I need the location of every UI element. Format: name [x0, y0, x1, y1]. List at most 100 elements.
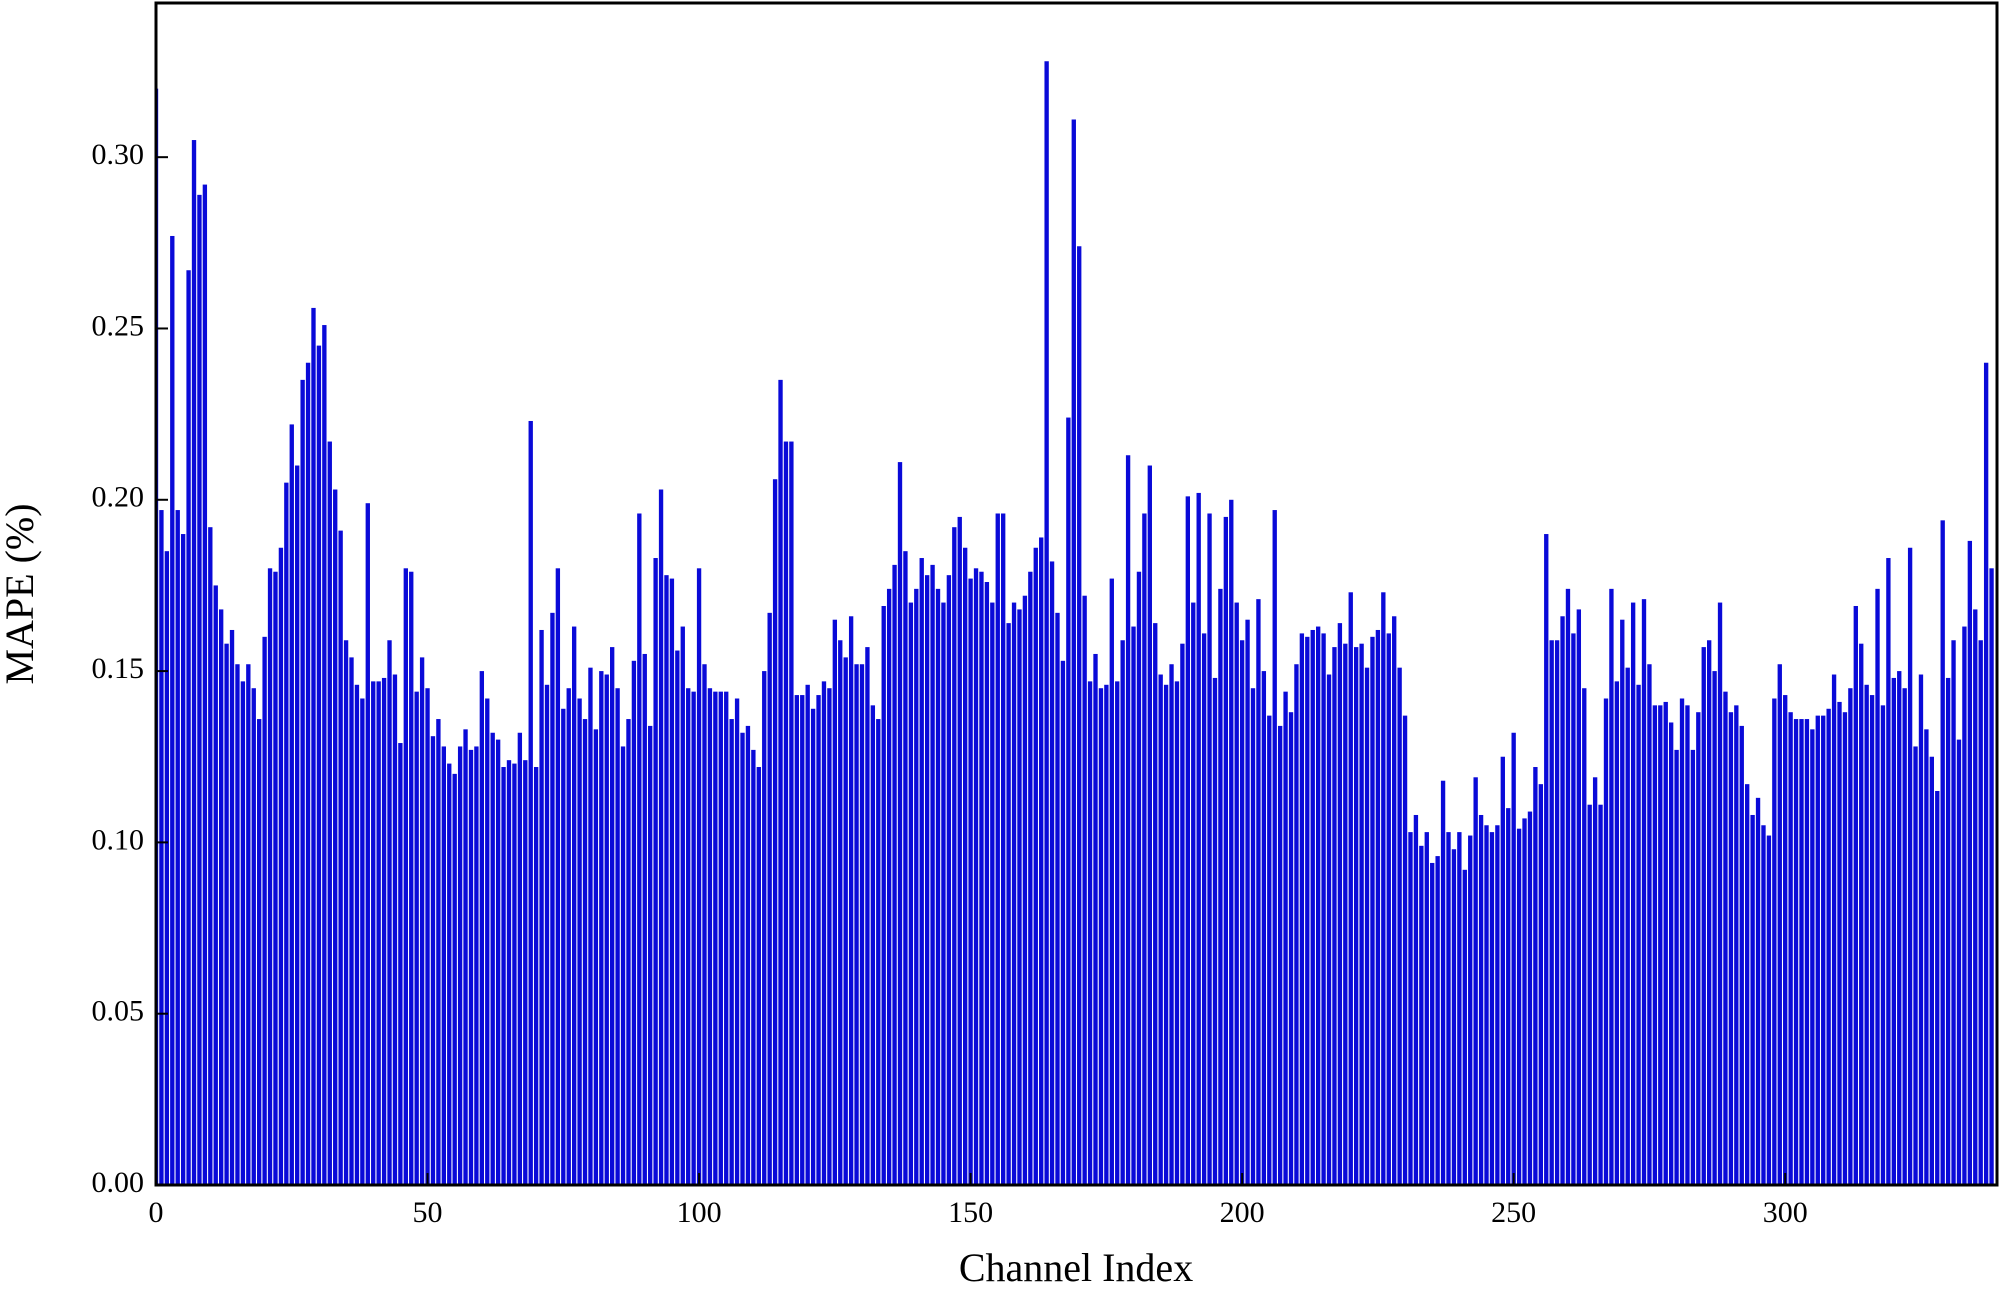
bar	[1288, 712, 1294, 1185]
bar	[805, 684, 810, 1185]
bar	[1538, 784, 1543, 1185]
bar	[213, 585, 218, 1185]
bar	[311, 307, 316, 1185]
bar	[691, 691, 696, 1185]
bar	[539, 629, 544, 1185]
bar	[751, 749, 756, 1185]
bar	[322, 325, 327, 1185]
bar	[1956, 739, 1962, 1185]
bar	[664, 575, 669, 1185]
bar	[838, 640, 843, 1185]
bar	[756, 767, 761, 1185]
bar	[1658, 705, 1663, 1185]
bar	[1886, 558, 1891, 1185]
bar	[1315, 626, 1321, 1185]
bar	[1381, 592, 1386, 1185]
bar	[1239, 640, 1245, 1185]
bar	[1196, 492, 1201, 1185]
bar	[512, 763, 517, 1185]
bar	[615, 688, 620, 1185]
bar	[1305, 636, 1310, 1185]
bar	[381, 677, 387, 1185]
bar	[740, 732, 745, 1185]
bar	[544, 684, 550, 1185]
bar	[658, 489, 664, 1185]
bar	[1603, 698, 1609, 1185]
bar	[1717, 602, 1723, 1185]
bar	[571, 626, 577, 1185]
bar	[1039, 537, 1044, 1185]
bar	[1674, 749, 1679, 1185]
bar	[1283, 691, 1288, 1185]
bar	[848, 616, 854, 1185]
bar	[1473, 777, 1478, 1185]
bar	[528, 420, 533, 1185]
bar	[930, 564, 935, 1185]
bar	[327, 441, 332, 1185]
bar	[637, 513, 642, 1185]
bar	[1142, 513, 1147, 1185]
bar	[1104, 684, 1109, 1185]
bar	[1120, 640, 1125, 1185]
bar	[1049, 561, 1055, 1185]
bar	[648, 725, 653, 1185]
y-tick-label: 0.20	[92, 481, 145, 514]
bar	[1842, 712, 1848, 1185]
bar	[962, 547, 968, 1185]
bar	[191, 140, 197, 1185]
bar	[1880, 705, 1886, 1185]
bar	[1044, 61, 1049, 1185]
bar	[1891, 677, 1896, 1185]
bar	[1098, 688, 1104, 1185]
bar	[734, 698, 740, 1185]
x-tick-label: 150	[948, 1196, 993, 1229]
y-tick-label: 0.30	[92, 138, 145, 171]
bar-group	[156, 61, 1994, 1185]
x-tick-label: 50	[413, 1196, 443, 1229]
bar	[1435, 856, 1440, 1185]
bar	[1587, 804, 1592, 1185]
bar	[919, 558, 924, 1185]
bar	[870, 705, 876, 1185]
bar	[1935, 791, 1940, 1185]
bar	[1478, 814, 1484, 1185]
bar	[1163, 684, 1169, 1185]
y-tick-label: 0.15	[92, 652, 145, 685]
bar	[1641, 599, 1647, 1185]
bar	[990, 602, 995, 1185]
bar	[447, 763, 452, 1185]
bar	[892, 564, 897, 1185]
bar	[490, 732, 495, 1185]
bar	[1582, 688, 1587, 1185]
bar	[1875, 588, 1880, 1185]
bar	[1978, 640, 1983, 1185]
bar	[278, 547, 284, 1185]
bar	[1750, 814, 1755, 1185]
bar	[1777, 664, 1782, 1185]
bar	[783, 441, 789, 1185]
y-tick-label: 0.10	[92, 823, 145, 856]
bar	[463, 729, 468, 1185]
bar	[772, 479, 778, 1185]
bar	[1229, 499, 1234, 1185]
bar	[604, 674, 609, 1185]
bar	[1109, 578, 1114, 1185]
bar	[794, 695, 799, 1185]
bar	[1277, 725, 1283, 1185]
bar	[1500, 756, 1505, 1185]
bar	[1408, 832, 1413, 1185]
bar	[876, 719, 881, 1185]
bar	[1913, 746, 1918, 1185]
x-tick-label: 0	[149, 1196, 164, 1229]
bar	[1522, 818, 1527, 1185]
bar	[816, 695, 821, 1185]
bar	[1940, 520, 1945, 1185]
bar	[1115, 681, 1120, 1185]
bar	[1793, 719, 1799, 1185]
bar	[789, 441, 794, 1185]
bar	[419, 657, 425, 1185]
bar	[1734, 705, 1739, 1185]
bar	[1799, 719, 1804, 1185]
bar	[1468, 835, 1473, 1185]
bar	[1929, 756, 1935, 1185]
